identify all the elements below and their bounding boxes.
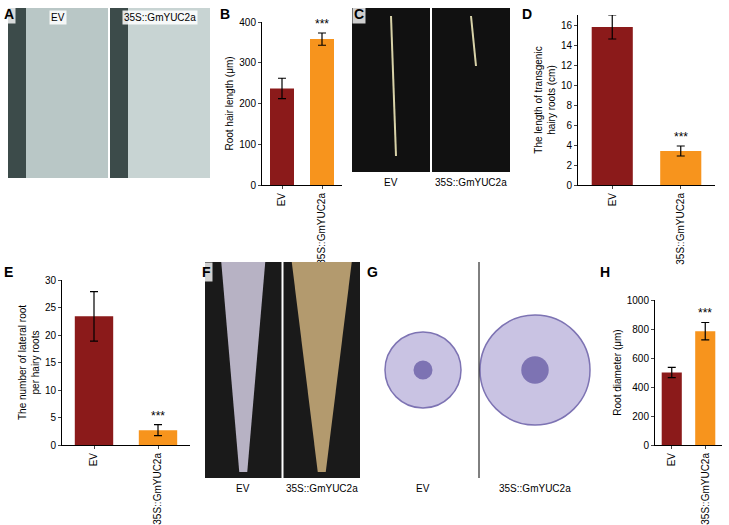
svg-text:The number of lateral rootper: The number of lateral rootper hairy root… — [17, 305, 41, 420]
svg-text:400: 400 — [632, 382, 649, 393]
svg-text:EV: EV — [51, 12, 65, 23]
svg-text:EV: EV — [607, 193, 618, 207]
svg-text:EV: EV — [276, 193, 287, 207]
svg-text:15: 15 — [45, 357, 57, 368]
svg-text:Root hair length (μm): Root hair length (μm) — [224, 56, 235, 150]
svg-text:20: 20 — [45, 330, 57, 341]
svg-text:Root diameter (μm): Root diameter (μm) — [612, 329, 623, 415]
svg-text:10: 10 — [45, 385, 57, 396]
svg-text:H: H — [600, 264, 610, 280]
svg-text:EV: EV — [88, 453, 99, 467]
svg-text:35S::GmYUC2a: 35S::GmYUC2a — [675, 193, 686, 265]
svg-text:F: F — [202, 264, 211, 280]
svg-text:600: 600 — [632, 353, 649, 364]
svg-text:25: 25 — [45, 302, 57, 313]
svg-text:EV: EV — [416, 483, 430, 494]
svg-text:***: *** — [315, 17, 329, 31]
svg-text:5: 5 — [50, 412, 56, 423]
svg-text:***: *** — [698, 306, 712, 320]
svg-text:0: 0 — [50, 440, 56, 451]
svg-text:G: G — [367, 264, 378, 280]
svg-text:30: 30 — [45, 275, 57, 286]
svg-text:EV: EV — [384, 177, 398, 188]
svg-text:200: 200 — [239, 98, 256, 109]
svg-text:16: 16 — [561, 20, 573, 31]
svg-text:200: 200 — [632, 411, 649, 422]
svg-text:EV: EV — [666, 453, 677, 467]
svg-text:300: 300 — [239, 57, 256, 68]
svg-text:The length of transgenichairy: The length of transgenichairy roots (cm) — [533, 46, 557, 153]
svg-text:35S::GmYUC2a: 35S::GmYUC2a — [124, 12, 196, 23]
svg-text:800: 800 — [632, 324, 649, 335]
svg-text:4: 4 — [566, 140, 572, 151]
svg-text:35S::GmYUC2a: 35S::GmYUC2a — [152, 453, 163, 525]
svg-text:***: *** — [151, 409, 165, 423]
svg-text:B: B — [220, 6, 230, 22]
svg-text:C: C — [354, 6, 364, 22]
svg-text:A: A — [4, 6, 14, 22]
svg-text:6: 6 — [566, 120, 572, 131]
svg-text:2: 2 — [566, 160, 572, 171]
svg-text:***: *** — [674, 130, 688, 144]
svg-text:35S::GmYUC2a: 35S::GmYUC2a — [316, 193, 327, 265]
svg-text:100: 100 — [239, 139, 256, 150]
svg-text:35S::GmYUC2a: 35S::GmYUC2a — [286, 483, 358, 494]
svg-text:10: 10 — [561, 80, 573, 91]
svg-text:35S::GmYUC2a: 35S::GmYUC2a — [499, 483, 571, 494]
svg-text:0: 0 — [643, 440, 649, 451]
svg-text:400: 400 — [239, 17, 256, 28]
svg-text:35S::GmYUC2a: 35S::GmYUC2a — [435, 177, 507, 188]
svg-text:EV: EV — [236, 483, 250, 494]
svg-text:D: D — [522, 6, 532, 22]
svg-text:0: 0 — [250, 180, 256, 191]
svg-text:12: 12 — [561, 60, 573, 71]
svg-text:35S::GmYUC2a: 35S::GmYUC2a — [700, 453, 711, 525]
svg-text:14: 14 — [561, 40, 573, 51]
svg-text:E: E — [4, 264, 13, 280]
svg-text:8: 8 — [566, 100, 572, 111]
svg-text:0: 0 — [566, 180, 572, 191]
svg-text:1000: 1000 — [627, 295, 650, 306]
